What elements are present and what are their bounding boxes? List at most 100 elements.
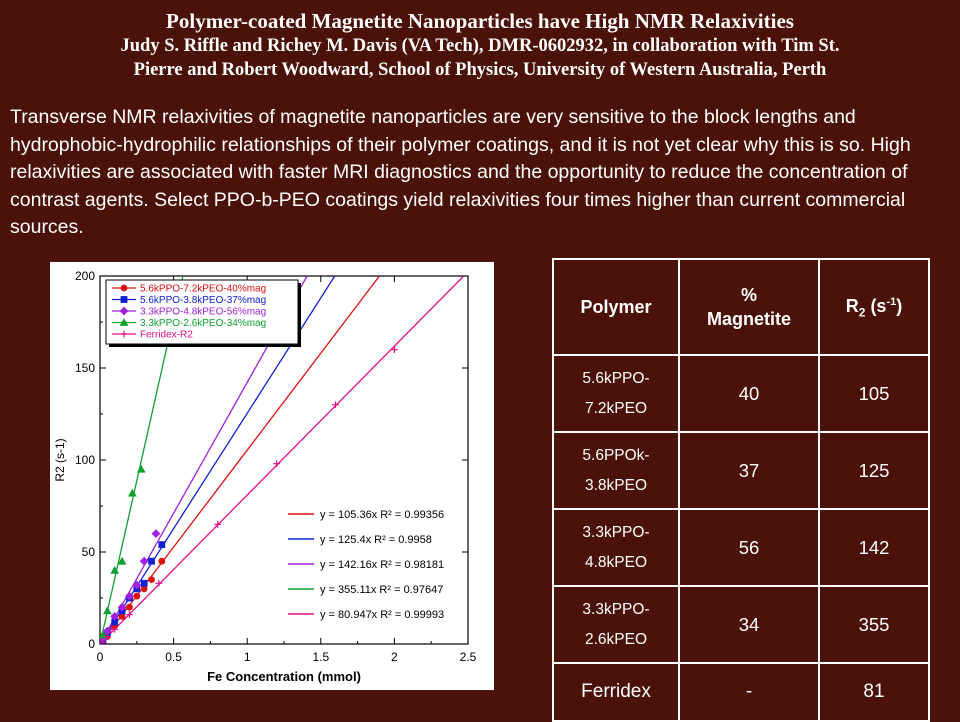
legend-marker (120, 284, 128, 292)
data-point (102, 606, 112, 615)
cell-polymer: Ferridex (552, 662, 680, 722)
cell-polymer: 3.3kPPO- 4.8kPEO (552, 508, 680, 587)
fit-annotation: y = 80.947x R² = 0.99993 (288, 609, 444, 621)
fit-annotation-label: y = 355.11x R² = 0.97647 (320, 584, 443, 596)
y-tick-label: 100 (75, 453, 95, 467)
fit-annotation: y = 125.4x R² = 0.9958 (288, 534, 432, 546)
cell-magnetite: 37 (678, 431, 820, 510)
data-point (133, 592, 141, 600)
cell-r2: 81 (818, 662, 930, 722)
y-tick-label: 200 (75, 269, 95, 283)
cell-polymer: 5.6kPPO- 7.2kPEO (552, 354, 680, 433)
legend: 5.6kPPO-7.2kPEO-40%mag5.6kPPO-3.8kPEO-37… (105, 279, 299, 345)
data-point (391, 346, 398, 353)
data-point (102, 626, 112, 636)
data-point (118, 613, 126, 620)
table-row: 3.3kPPO- 4.8kPEO 56 142 (552, 508, 930, 587)
fit-annotation: y = 142.16x R² = 0.98181 (288, 559, 444, 571)
data-point (151, 529, 161, 538)
relaxivity-table: Polymer % Magnetite R2 (s-1) 5.6kPPO- 7.2k… (552, 258, 930, 722)
cell-r2: 355 (818, 585, 930, 664)
cell-magnetite: 40 (678, 354, 820, 433)
fit-annotation: y = 105.36x R² = 0.99356 (288, 509, 444, 521)
data-point (126, 603, 133, 611)
legend-entry: 3.3kPPO-4.8kPEO-56%mag (140, 307, 266, 318)
data-point (140, 579, 148, 587)
y-tick-label: 150 (75, 361, 95, 375)
x-tick-label: 2 (391, 650, 398, 664)
table-header-row: Polymer % Magnetite R2 (s-1) (552, 258, 930, 356)
data-point (110, 612, 120, 621)
data-point (117, 602, 127, 612)
legend-entry: Ferridex-R2 (140, 330, 193, 341)
relaxivity-chart: 0 0.5 1 1.5 2 2.5 0 50 100 150 200 Fe Concentration… (50, 262, 494, 690)
legend-entry: 5.6kPPO-3.8kPEO-37%mag (140, 295, 266, 306)
table-row: Ferridex - 81 (552, 662, 930, 722)
data-point (132, 580, 142, 590)
header-magnetite: % Magnetite (678, 258, 820, 356)
data-point (126, 611, 133, 618)
fit-annotation-label: y = 105.36x R² = 0.99356 (320, 509, 444, 521)
data-point (214, 521, 222, 528)
y-axis-label: R2 (s-1) (53, 438, 67, 481)
series-4-points (100, 346, 398, 644)
data-point (117, 556, 127, 565)
series-3-points (100, 464, 146, 639)
table-row: 5.6kPPO- 7.2kPEO 40 105 (552, 354, 930, 433)
table-row: 3.3kPPO- 2.6kPEO 34 355 (552, 585, 930, 664)
x-tick-label: 0 (97, 650, 104, 664)
cell-polymer: 5.6PPOk- 3.8kPEO (552, 431, 680, 510)
x-tick-label: 0.5 (165, 650, 182, 664)
fit-annotation: y = 355.11x R² = 0.97647 (288, 584, 443, 596)
data-point (100, 638, 107, 644)
data-point (158, 557, 166, 565)
data-point (139, 556, 149, 566)
y-tick-label: 50 (82, 545, 96, 559)
data-point (125, 591, 134, 601)
x-axis-label: Fe Concentration (mmol) (207, 669, 361, 684)
series-2-points (100, 529, 161, 643)
fit-line-4 (100, 276, 465, 644)
data-point (148, 557, 155, 565)
cell-magnetite: - (678, 662, 820, 722)
x-tick-label: 1.5 (312, 650, 329, 664)
data-point (158, 541, 166, 549)
data-point (111, 625, 119, 633)
data-point (111, 618, 119, 626)
fit-annotation-label: y = 125.4x R² = 0.9958 (320, 534, 432, 546)
legend-box (105, 279, 299, 345)
cell-magnetite: 34 (678, 585, 820, 664)
legend-marker (119, 318, 129, 326)
fit-annotation-label: y = 80.947x R² = 0.99993 (320, 609, 444, 621)
data-point (110, 566, 120, 574)
cell-r2: 125 (818, 431, 930, 510)
slide-title: Polymer-coated Magnetite Nanoparticles h… (166, 9, 794, 33)
data-point (140, 585, 148, 593)
data-point (273, 460, 281, 468)
cell-r2: 142 (818, 508, 930, 587)
data-point (332, 401, 339, 409)
data-point (148, 576, 155, 583)
cell-r2: 105 (818, 354, 930, 433)
legend-marker (120, 296, 128, 303)
authors-line-2: Pierre and Robert Woodward, School of Ph… (133, 60, 827, 80)
data-point (136, 464, 146, 473)
summary-paragraph: Transverse NMR relaxivities of magnetite… (10, 106, 911, 238)
legend-entry: 3.3kPPO-2.6kPEO-34%mag (140, 318, 266, 329)
legend-marker (120, 330, 128, 338)
data-point (103, 633, 111, 641)
fit-annotation-label: y = 142.16x R² = 0.98181 (320, 559, 444, 571)
header-r2: R2 (s-1) (818, 258, 930, 356)
y-tick-label: 0 (88, 637, 95, 651)
table-row: 5.6PPOk- 3.8kPEO 37 125 (552, 431, 930, 510)
slide-header: Polymer-coated Magnetite Nanoparticles h… (0, 8, 960, 82)
authors-line-1: Judy S. Riffle and Richey M. Davis (VA T… (120, 36, 840, 56)
data-point (155, 579, 163, 587)
x-tick-label: 2.5 (460, 650, 477, 664)
x-tick-label: 1 (244, 650, 251, 664)
data-point (127, 488, 137, 497)
header-polymer: Polymer (552, 258, 680, 356)
cell-magnetite: 56 (678, 508, 820, 587)
legend-entry: 5.6kPPO-7.2kPEO-40%mag (140, 284, 266, 295)
cell-polymer: 3.3kPPO- 2.6kPEO (552, 585, 680, 664)
